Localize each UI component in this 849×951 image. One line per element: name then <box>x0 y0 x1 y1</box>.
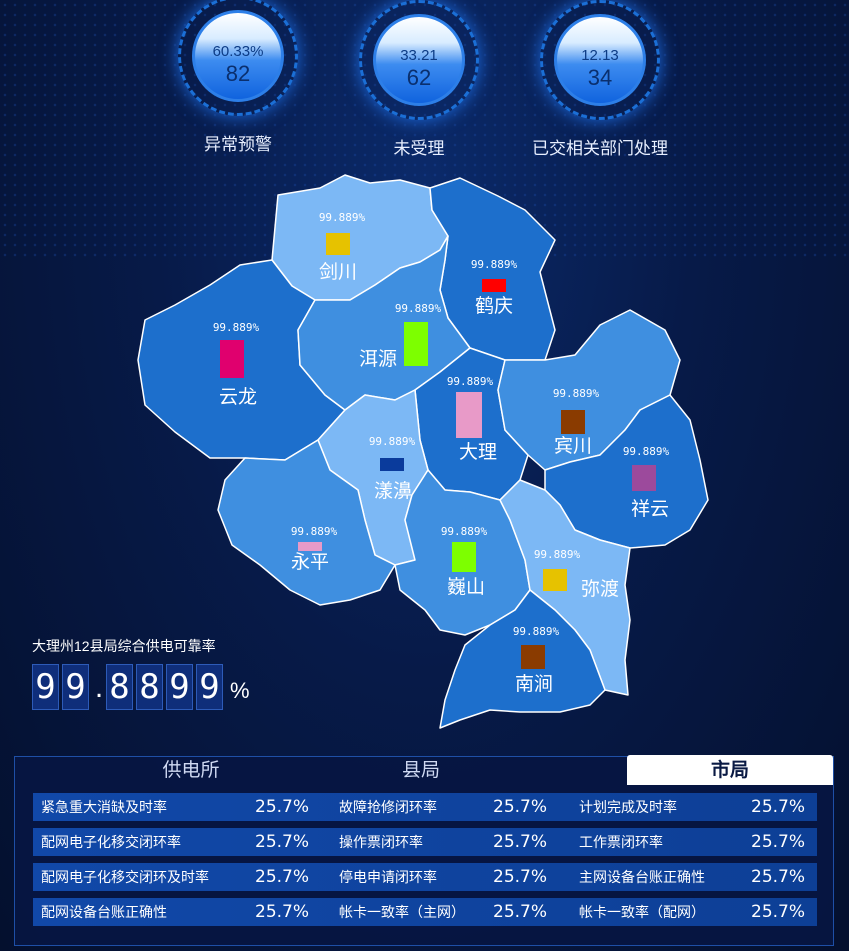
region-percent: 99.889% <box>553 387 600 400</box>
reliability-title: 大理州12县局综合供电可靠率 <box>32 638 216 654</box>
region-percent: 99.889% <box>471 258 518 271</box>
gauge-ring <box>178 0 298 116</box>
tab-city-bureau[interactable]: 市局 <box>627 755 833 785</box>
region-name: 鹤庆 <box>475 295 513 317</box>
gauge-ball: 60.33% 82 <box>192 10 284 102</box>
metric-label: 帐卡一致率（主网） <box>339 904 465 920</box>
region-bar-marker <box>456 392 482 438</box>
gauge-value: 34 <box>587 65 613 90</box>
region-percent: 99.889% <box>369 435 416 448</box>
metric-value: 25.7% <box>751 832 806 852</box>
metric-label: 紧急重大消缺及时率 <box>41 799 167 815</box>
region-bar-marker <box>298 542 322 551</box>
tab-county-bureau[interactable]: 县局 <box>401 760 440 781</box>
gauge-ring <box>540 0 660 120</box>
region-bar-marker <box>380 458 404 471</box>
tab-bar: 供电所 县局 市局 <box>15 755 833 785</box>
region-name: 宾川 <box>554 435 592 457</box>
region-percent: 99.889% <box>319 211 366 224</box>
table-row: 配网电子化移交闭环及时率 25.7% 停电申请闭环率 25.7% 主网设备台账正… <box>33 863 817 891</box>
region-percent: 99.889% <box>534 548 581 561</box>
region-name: 弥渡 <box>581 578 619 600</box>
table-row: 配网电子化移交闭环率 25.7% 操作票闭环率 25.7% 工作票闭环率 25.… <box>33 828 817 856</box>
metric-value: 25.7% <box>255 867 310 887</box>
gauge-percent: 33.21 <box>400 47 438 64</box>
region-bar-marker <box>521 645 545 669</box>
digit: 9 <box>62 664 89 710</box>
metric-value: 25.7% <box>255 797 310 817</box>
metric-label: 停电申请闭环率 <box>339 869 437 885</box>
digit: 8 <box>106 664 133 710</box>
region-name: 云龙 <box>219 386 257 408</box>
table-row: 配网设备台账正确性 25.7% 帐卡一致率（主网） 25.7% 帐卡一致率（配网… <box>33 898 817 926</box>
metric-label: 配网设备台账正确性 <box>41 904 167 920</box>
region-name: 永平 <box>291 551 329 573</box>
gauge-label: 异常预警 <box>204 135 272 154</box>
metric-label: 故障抢修闭环率 <box>339 799 437 815</box>
region-name: 巍山 <box>447 576 485 598</box>
metric-label: 工作票闭环率 <box>579 834 663 850</box>
region-bar-marker <box>561 410 585 434</box>
region-eryuan[interactable] <box>297 235 471 411</box>
metric-value: 25.7% <box>493 867 548 887</box>
region-name: 剑川 <box>319 261 357 283</box>
table-row: 紧急重大消缺及时率 25.7% 故障抢修闭环率 25.7% 计划完成及时率 25… <box>33 793 817 821</box>
region-name: 漾濞 <box>374 480 412 502</box>
region-bar-marker <box>632 465 656 491</box>
metric-value: 25.7% <box>493 902 548 922</box>
gauge-value: 82 <box>225 61 251 86</box>
gauge-ball: 33.21 62 <box>373 14 465 106</box>
region-yongping[interactable] <box>217 439 396 606</box>
metric-label: 计划完成及时率 <box>579 799 677 815</box>
metric-value: 25.7% <box>255 902 310 922</box>
metric-label: 帐卡一致率（配网） <box>579 904 705 920</box>
region-bar-marker <box>220 340 244 378</box>
metrics-panel: 供电所 县局 市局 紧急重大消缺及时率 25.7% 故障抢修闭环率 25.7% … <box>14 755 834 946</box>
region-bar-marker <box>452 542 476 572</box>
metric-value: 25.7% <box>255 832 310 852</box>
metric-value: 25.7% <box>751 867 806 887</box>
tab-power-station[interactable]: 供电所 <box>162 760 220 781</box>
digit: 9 <box>32 664 59 710</box>
region-name: 祥云 <box>631 498 669 520</box>
gauge-ring <box>359 0 479 120</box>
digit: 8 <box>136 664 163 710</box>
region-bar-marker <box>326 233 350 255</box>
region-percent: 99.889% <box>395 302 442 315</box>
region-percent: 99.889% <box>447 375 494 388</box>
region-percent: 99.889% <box>213 321 260 334</box>
metric-value: 25.7% <box>751 902 806 922</box>
region-percent: 99.889% <box>441 525 488 538</box>
gauge-percent: 12.13 <box>581 47 619 64</box>
gauge-percent: 60.33% <box>212 43 264 60</box>
region-percent: 99.889% <box>291 525 338 538</box>
gauge-label: 未受理 <box>393 139 445 158</box>
digit: 9 <box>166 664 193 710</box>
digit: 9 <box>196 664 223 710</box>
metric-value: 25.7% <box>493 832 548 852</box>
metrics-table: 紧急重大消缺及时率 25.7% 故障抢修闭环率 25.7% 计划完成及时率 25… <box>33 793 817 933</box>
decimal-point: . <box>94 671 104 704</box>
reliability-digits: 9 9 . 8 8 9 9 % <box>32 662 250 710</box>
region-name: 南涧 <box>515 673 553 695</box>
region-name: 大理 <box>459 441 497 463</box>
region-percent: 99.889% <box>623 445 670 458</box>
region-percent: 99.889% <box>513 625 560 638</box>
percent-sign: % <box>230 678 250 703</box>
region-bar-marker <box>404 322 428 366</box>
gauge-ball: 12.13 34 <box>554 14 646 106</box>
metric-value: 25.7% <box>751 797 806 817</box>
dali-county-map: 99.889% 剑川 99.889% 鹤庆 99.889% 洱源 99.889% 云龙 99.8… <box>137 174 709 729</box>
metric-label: 主网设备台账正确性 <box>579 869 705 885</box>
metric-label: 操作票闭环率 <box>339 834 423 850</box>
metric-label: 配网电子化移交闭环率 <box>41 834 181 850</box>
gauge-label: 已交相关部门处理 <box>532 139 668 158</box>
region-name: 洱源 <box>359 348 397 370</box>
metric-value: 25.7% <box>493 797 548 817</box>
region-bar-marker <box>482 279 506 292</box>
region-bar-marker <box>543 569 567 591</box>
metric-label: 配网电子化移交闭环及时率 <box>41 869 209 885</box>
gauge-value: 62 <box>406 65 432 90</box>
